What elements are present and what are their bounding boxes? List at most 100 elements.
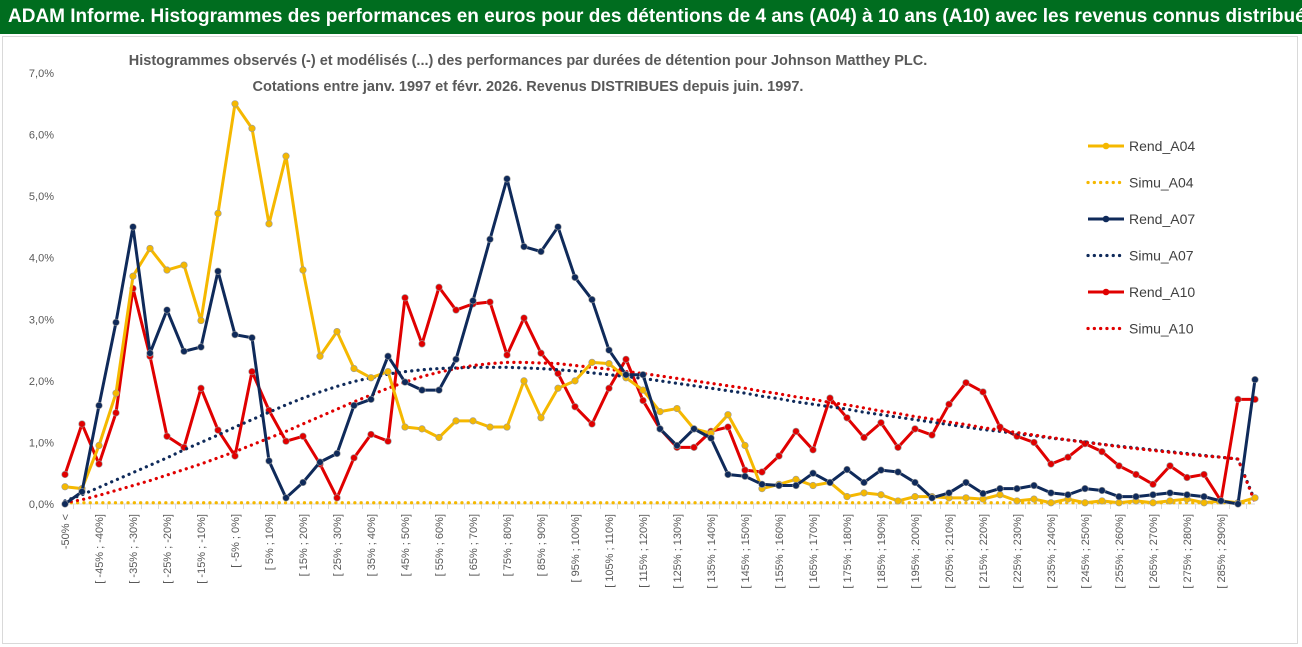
data-point: [690, 425, 698, 433]
legend-item-simu-a04[interactable]: Simu_A04: [1086, 175, 1194, 191]
data-point: [639, 396, 647, 405]
data-point: [1166, 462, 1174, 470]
legend-marker: [1102, 288, 1110, 296]
data-point: [520, 314, 528, 322]
data-point: [656, 425, 664, 433]
data-point: [146, 349, 154, 357]
x-tick-label: [ 45% ; 50%]: [400, 514, 412, 576]
data-point: [979, 388, 987, 396]
data-point: [418, 386, 426, 394]
x-tick-label: [ 95% ; 100%]: [570, 514, 582, 583]
data-point: [775, 481, 783, 490]
data-point: [741, 441, 749, 450]
data-point: [1098, 497, 1106, 505]
data-point: [503, 351, 511, 359]
data-point: [792, 475, 800, 483]
data-point: [401, 294, 409, 302]
series-line: [64, 177, 1257, 506]
data-point: [588, 420, 596, 428]
legend-item-rend-a07[interactable]: Rend_A07: [1088, 211, 1195, 227]
data-point: [197, 343, 205, 351]
data-point: [1200, 470, 1208, 479]
data-point: [1098, 448, 1106, 456]
data-point: [333, 328, 341, 336]
data-point: [384, 437, 392, 445]
data-point: [163, 432, 171, 440]
data-point: [61, 470, 69, 479]
series-layer: [61, 100, 1259, 508]
data-point: [1149, 491, 1157, 499]
data-point: [333, 449, 341, 458]
data-point: [452, 306, 460, 314]
data-point: [1115, 499, 1123, 507]
data-point: [588, 358, 596, 366]
data-point: [1183, 473, 1191, 482]
x-tick-label: [ 145% ; 150%]: [740, 514, 752, 589]
data-point: [690, 443, 698, 451]
data-point: [214, 267, 222, 275]
y-tick-label: 1,0%: [29, 437, 54, 449]
data-point: [945, 400, 953, 408]
data-point: [418, 340, 426, 348]
data-point: [605, 346, 613, 354]
data-point: [571, 273, 579, 282]
legend-item-rend-a10[interactable]: Rend_A10: [1088, 284, 1195, 300]
data-point: [554, 369, 562, 378]
data-point: [1081, 485, 1089, 493]
data-point: [826, 394, 834, 402]
data-point: [282, 152, 290, 160]
legend-label: Simu_A04: [1129, 175, 1194, 191]
y-tick-label: 0,0%: [29, 499, 54, 511]
data-point: [1064, 453, 1072, 461]
legend-item-simu-a07[interactable]: Simu_A07: [1086, 248, 1194, 264]
legend-label: Simu_A10: [1129, 321, 1194, 337]
y-tick-label: 2,0%: [29, 376, 54, 388]
data-point: [299, 432, 307, 440]
data-point: [384, 352, 392, 360]
data-point: [962, 494, 970, 502]
series-rend-a04: [61, 100, 1259, 507]
data-point: [554, 223, 562, 231]
data-point: [1166, 489, 1174, 497]
series-line: [63, 365, 1257, 503]
y-tick-label: 4,0%: [29, 253, 54, 265]
x-tick-label: [ 245% ; 250%]: [1080, 514, 1092, 589]
data-point: [673, 404, 681, 413]
data-point: [435, 386, 443, 394]
x-tick-label: [ 15% ; 20%]: [298, 514, 310, 576]
data-point: [1013, 497, 1021, 505]
data-point: [741, 472, 749, 480]
data-point: [792, 481, 800, 490]
data-point: [214, 209, 222, 217]
data-point: [486, 298, 494, 306]
data-point: [95, 401, 103, 410]
legend-item-rend-a04[interactable]: Rend_A04: [1088, 138, 1195, 154]
x-tick-label: [ 205% ; 210%]: [944, 514, 956, 589]
data-point: [741, 466, 749, 474]
x-tick-label: [ 135% ; 140%]: [706, 514, 718, 589]
data-point: [486, 423, 494, 431]
y-tick-label: 5,0%: [29, 191, 54, 203]
data-point: [809, 469, 817, 477]
legend[interactable]: Rend_A04 Simu_A04 Rend_A07 Simu_A07 Rend_A10…: [1086, 138, 1195, 337]
data-point: [1030, 495, 1038, 503]
y-tick-label: 3,0%: [29, 314, 54, 326]
data-point: [350, 364, 358, 373]
legend-item-simu-a10[interactable]: Simu_A10: [1086, 321, 1194, 337]
data-point: [860, 478, 868, 487]
data-point: [248, 334, 256, 342]
data-point: [724, 470, 732, 479]
chart-frame: [2, 36, 1298, 644]
data-point: [894, 497, 902, 505]
data-point: [996, 491, 1004, 499]
data-point: [248, 124, 256, 133]
x-tick-label: -50% <: [60, 514, 72, 549]
data-point: [724, 411, 732, 419]
data-point: [1030, 481, 1038, 490]
data-point: [452, 355, 460, 363]
data-point: [1047, 489, 1055, 497]
data-point: [911, 478, 919, 487]
x-tick-label: [ 185% ; 190%]: [876, 514, 888, 589]
chart-subtitle: Cotations entre janv. 1997 et févr. 2026…: [253, 79, 804, 95]
data-point: [571, 377, 579, 385]
